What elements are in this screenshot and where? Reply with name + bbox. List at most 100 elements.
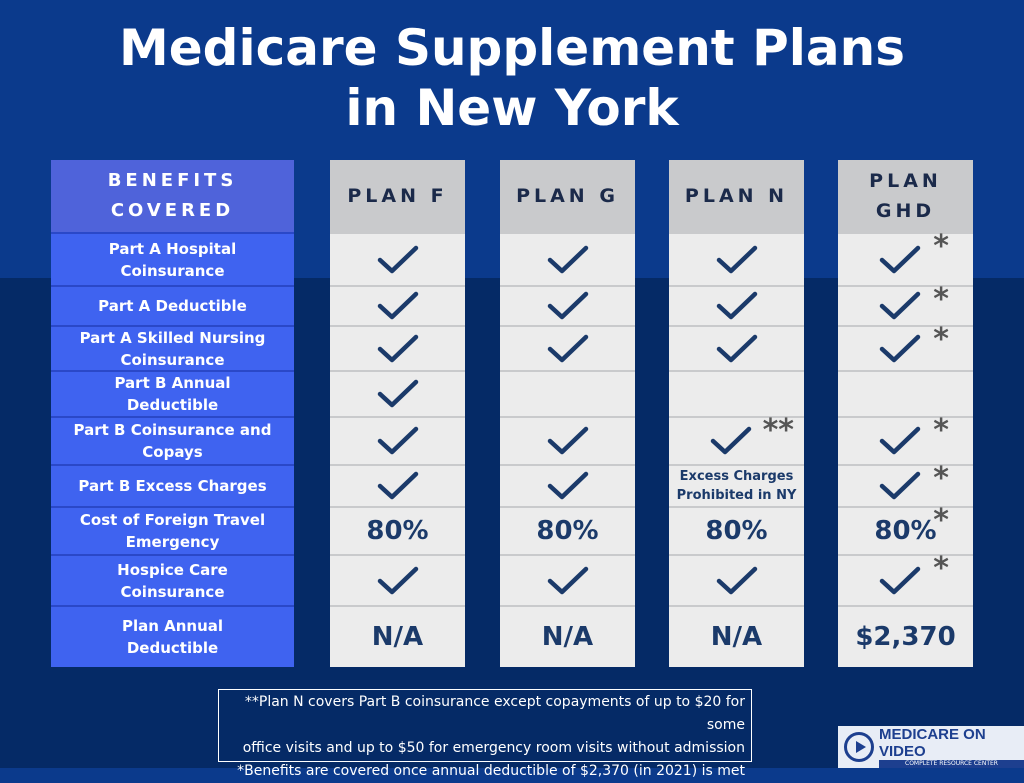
plan-cell: N/A: [500, 605, 635, 667]
benefit-label-line-1: Part B Annual: [114, 374, 231, 392]
plan-cell-value: N/A: [371, 622, 424, 652]
benefit-label-line-1: Cost of Foreign Travel: [79, 511, 266, 529]
check-icon: [879, 291, 921, 321]
footnote-line-3: *Benefits are covered once annual deduct…: [237, 763, 745, 779]
plan-cell-value: N/A: [710, 622, 763, 652]
plan-cell: [330, 370, 465, 416]
plan-cell: [330, 232, 465, 285]
logo-tagline: COMPLETE RESOURCE CENTER: [879, 760, 1024, 768]
benefit-row: Hospice Care Coinsurance: [51, 554, 294, 605]
title-line-2: in New York: [345, 79, 679, 137]
asterisk-mark: *: [933, 551, 949, 586]
check-icon: [879, 334, 921, 364]
benefit-row: Part A Hospital Coinsurance: [51, 232, 294, 285]
plan-cell: [330, 325, 465, 370]
plan-cell: [669, 370, 804, 416]
plan-cell: **: [669, 416, 804, 464]
asterisk-mark: *: [933, 503, 949, 538]
plan-header-line-1: PLAN: [869, 170, 942, 192]
plan-cell: *: [838, 325, 973, 370]
plan-cell: N/A: [330, 605, 465, 667]
plan-cell: [500, 285, 635, 325]
asterisk-mark: *: [933, 282, 949, 317]
page-title: Medicare Supplement Plans in New York: [0, 18, 1024, 138]
check-icon: [377, 566, 419, 596]
check-icon: [547, 471, 589, 501]
check-icon: [377, 291, 419, 321]
plan-cell: *: [838, 416, 973, 464]
check-icon: [547, 426, 589, 456]
benefits-header: BENEFITS COVERED: [51, 160, 294, 232]
plan-cell-value: $2,370: [855, 622, 956, 652]
check-icon: [547, 334, 589, 364]
plan-cell: [669, 554, 804, 605]
check-icon: [879, 426, 921, 456]
plan-cell: Excess Charges Prohibited in NY: [669, 464, 804, 506]
benefit-row: Part B Annual Deductible: [51, 370, 294, 416]
plan-column: PLAN G 80% N/A: [500, 160, 635, 667]
benefit-label-line-1: Hospice Care: [117, 560, 228, 579]
plan-cell: [500, 554, 635, 605]
benefit-row: Part A Skilled Nursing Coinsurance: [51, 325, 294, 370]
plan-header-line-1: PLAN N: [684, 185, 789, 207]
plan-cell: 80%: [330, 506, 465, 554]
logo-name: MEDICARE ON VIDEO: [879, 726, 986, 760]
plan-cell: N/A: [669, 605, 804, 667]
benefit-label-line-1: Part A Deductible: [98, 297, 247, 315]
plan-cell-note-line-2: Prohibited in NY: [676, 488, 797, 503]
check-icon: [716, 334, 758, 364]
plan-cell: 80%: [669, 506, 804, 554]
plan-cell: [669, 285, 804, 325]
plan-cell: *: [838, 554, 973, 605]
check-icon: [716, 566, 758, 596]
benefit-label-line-2: Emergency: [125, 533, 220, 551]
plan-cell-value: 80%: [874, 516, 937, 546]
check-icon: [716, 245, 758, 275]
benefit-label-line-2: Coinsurance: [120, 261, 225, 280]
plan-column: PLAN F 80% N/A: [330, 160, 465, 667]
plan-column: PLAN N ** Excess Charges Prohibited in NY 80…: [669, 160, 804, 667]
plan-cell: 80%: [500, 506, 635, 554]
benefit-label-line-2: Copays: [142, 443, 203, 461]
plan-cell-note: Excess Charges Prohibited in NY: [677, 467, 797, 505]
double-asterisk-mark: **: [762, 413, 794, 448]
check-icon: [377, 245, 419, 275]
footnote-box: **Plan N covers Part B coinsurance excep…: [218, 689, 752, 779]
benefit-label-line-1: Part A Hospital: [108, 239, 237, 258]
plan-header: PLAN G: [500, 160, 635, 232]
check-icon: [547, 245, 589, 275]
plan-cell-value: 80%: [536, 516, 599, 546]
check-icon: [377, 471, 419, 501]
benefits-column: BENEFITS COVERED Part A Hospital Coinsura…: [51, 160, 294, 667]
benefits-header-line-1: BENEFITS: [107, 170, 238, 191]
asterisk-mark: *: [933, 322, 949, 357]
plan-column: PLAN GHD * * * * * 80% * * $2,370: [838, 160, 973, 667]
check-icon: [879, 471, 921, 501]
plan-cell: [500, 232, 635, 285]
plan-header: PLAN F: [330, 160, 465, 232]
footnote-line-1: **Plan N covers Part B coinsurance excep…: [244, 694, 745, 733]
check-icon: [879, 245, 921, 275]
title-line-1: Medicare Supplement Plans: [119, 19, 905, 77]
plan-cell-value: 80%: [366, 516, 429, 546]
check-icon: [716, 291, 758, 321]
benefit-row: Cost of Foreign Travel Emergency: [51, 506, 294, 554]
plan-cell: *: [838, 232, 973, 285]
plan-cell: *: [838, 464, 973, 506]
benefit-label-line-2: Deductible: [126, 639, 219, 657]
benefit-label-line-1: Plan Annual: [121, 617, 224, 635]
check-icon: [710, 426, 752, 456]
plan-cell: [838, 370, 973, 416]
benefit-row: Part B Coinsurance and Copays: [51, 416, 294, 464]
benefits-header-line-2: COVERED: [110, 200, 235, 221]
plan-cell-value: 80%: [705, 516, 768, 546]
check-icon: [377, 426, 419, 456]
benefit-row: Plan Annual Deductible: [51, 605, 294, 667]
plan-cell-note-line-1: Excess Charges: [679, 469, 794, 484]
plan-cell-value: N/A: [541, 622, 594, 652]
plan-cell: [500, 464, 635, 506]
benefit-label-line-2: Deductible: [126, 396, 219, 414]
asterisk-mark: *: [933, 461, 949, 496]
plan-header: PLAN GHD: [838, 160, 973, 232]
benefit-label-line-1: Part B Coinsurance and: [73, 421, 272, 439]
